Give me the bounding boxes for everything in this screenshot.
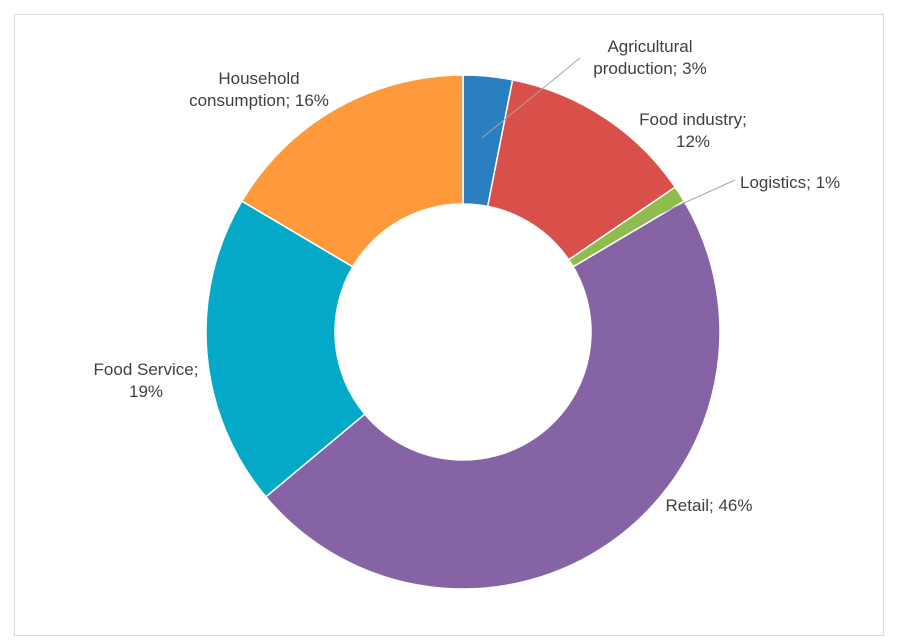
leader-line-logistics (623, 179, 736, 231)
data-label-food-service: Food Service; 19% (94, 360, 199, 401)
data-label-line: Household (218, 69, 299, 88)
data-label-food-industry: Food industry; 12% (639, 110, 747, 151)
data-label-household-consumption: Household consumption; 16% (189, 69, 329, 110)
data-label-agricultural-production: Agricultural production; 3% (593, 37, 706, 78)
data-label-line: 19% (129, 382, 163, 401)
data-label-line: production; 3% (593, 59, 706, 78)
data-label-line: Food industry; (639, 110, 747, 129)
data-label-logistics: Logistics; 1% (740, 173, 840, 192)
data-label-line: 12% (676, 132, 710, 151)
leader-line-agricultural-production (481, 57, 581, 139)
data-label-line: consumption; 16% (189, 91, 329, 110)
data-label-line: Food Service; (94, 360, 199, 379)
data-label-line: Retail; 46% (666, 496, 753, 515)
leader-lines (481, 57, 736, 231)
slice-retail (264, 200, 721, 590)
slice-food-service (205, 200, 366, 498)
donut-slices (205, 74, 721, 590)
data-label-line: Logistics; 1% (740, 173, 840, 192)
data-label-line: Agricultural (607, 37, 692, 56)
slice-household-consumption (240, 74, 464, 268)
data-labels: Agricultural production; 3% Food industry;… (94, 37, 841, 515)
data-label-retail: Retail; 46% (666, 496, 753, 515)
